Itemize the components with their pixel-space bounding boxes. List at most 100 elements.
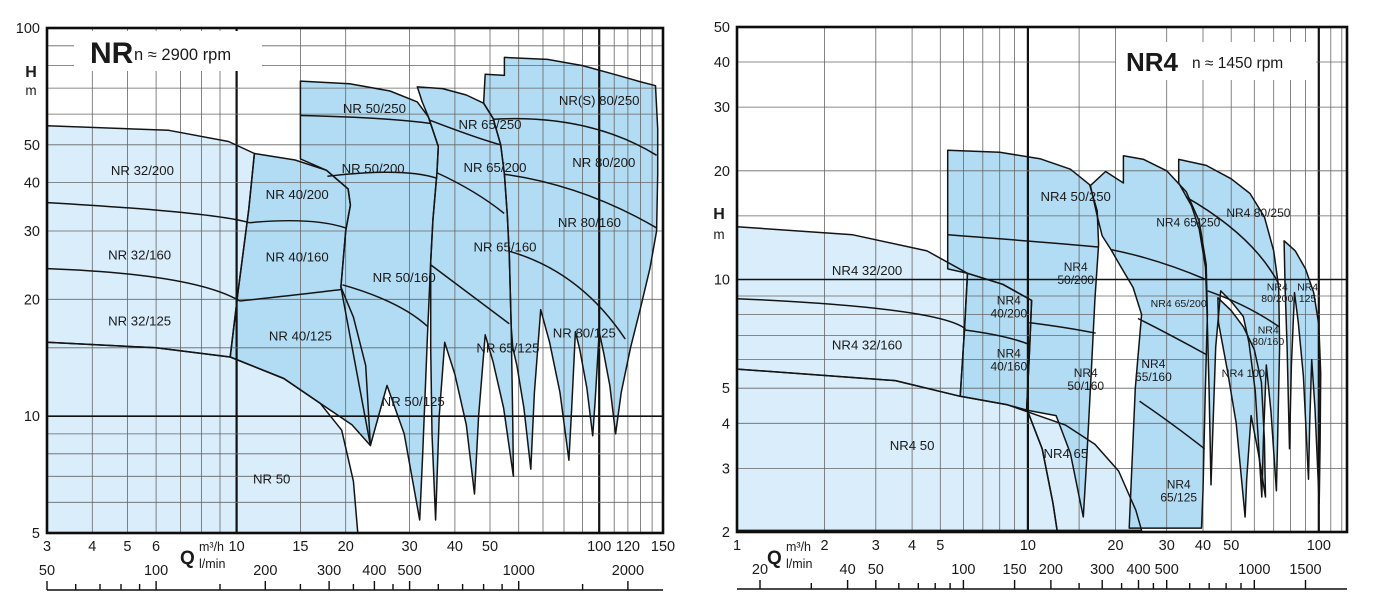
x-tick-lmin: 100	[144, 563, 168, 579]
region-nr4-65-family-fill	[1090, 155, 1208, 529]
divider-curve	[736, 297, 966, 330]
region-label: NR4 50/250	[1041, 189, 1111, 204]
divider-curve	[430, 264, 510, 325]
x-tick-lmin: 1500	[1289, 562, 1321, 578]
y-tick-label: 40	[714, 55, 730, 71]
x-tick-m3h: 6	[152, 539, 160, 555]
region-label: NR 65/200	[463, 160, 526, 175]
x-tick-lmin: 400	[362, 563, 386, 579]
divider-curve	[1185, 196, 1280, 285]
divider-curve	[504, 173, 658, 229]
y-tick-label: 2	[722, 525, 730, 541]
x-tick-m3h: 50	[482, 539, 498, 555]
chart-title: NR	[90, 37, 134, 70]
divider-curve	[1207, 290, 1280, 328]
region-label: NR4 100	[1222, 368, 1265, 380]
region-label: NR 40/125	[269, 329, 332, 344]
y-tick-label: 50	[24, 138, 40, 154]
divider-curve	[437, 172, 505, 214]
divider-curve	[342, 284, 429, 328]
x-tick-lmin: 50	[868, 562, 884, 578]
region-label: NR(S) 80/250	[559, 93, 640, 108]
region-label: NR4 80/200	[1261, 282, 1293, 305]
title-box	[1116, 42, 1316, 80]
x-tick-m3h: 5	[123, 539, 131, 555]
region-label: NR4 65	[1043, 446, 1088, 461]
y-tick-label: 40	[24, 176, 40, 192]
y-tick-label: 30	[24, 224, 40, 240]
x-tick-m3h: 30	[402, 539, 418, 555]
region-label: NR4 65/160	[1135, 357, 1172, 384]
region-nr4-50-family-outline	[946, 149, 1100, 518]
y-axis-symbol: H	[25, 64, 37, 81]
x-axis-symbol: Q	[767, 548, 782, 569]
x-tick-m3h: 10	[1020, 538, 1036, 554]
plot-border	[735, 25, 1349, 534]
divider-curve	[508, 250, 626, 340]
x-axis-symbol: Q	[180, 548, 195, 569]
region-nr4-80-family-outline	[1177, 158, 1281, 498]
region-label: NR 50	[253, 471, 290, 486]
region-label: NR 80/125	[553, 325, 616, 340]
x-tick-m3h: 20	[338, 539, 354, 555]
y-axis-unit: m	[25, 83, 36, 98]
divider-curve	[239, 288, 342, 302]
y-tick-label: 100	[16, 21, 40, 37]
x-tick-m3h: 3	[43, 539, 51, 555]
region-nr4-32-family-fill	[737, 226, 968, 397]
y-tick-label: 5	[32, 526, 40, 542]
region-nr-65-family-fill	[417, 86, 514, 521]
region-nr-50-family-fill	[300, 81, 439, 520]
region-label: NR4 65/200	[1151, 298, 1207, 310]
region-label: NR 80/200	[572, 155, 635, 170]
region-label: NR4 40/200	[990, 294, 1027, 321]
nr-chart: NR n ≈ 2900 rpm NR 32/200 NR 32/160 NR 32/12…	[16, 21, 675, 591]
region-label: NR4 50	[890, 438, 935, 453]
divider-curve	[1029, 321, 1096, 334]
divider-curve	[46, 201, 250, 224]
region-label: NR 32/125	[108, 314, 171, 329]
y-tick-label: 50	[714, 20, 730, 36]
divider-curve	[947, 234, 1099, 248]
divider-curve	[1137, 317, 1207, 356]
x-tick-m3h: 50	[1223, 538, 1239, 554]
x-tick-m3h: 120	[616, 539, 640, 555]
region-label: NR4 50/160	[1067, 366, 1104, 393]
divider-curve	[46, 267, 241, 302]
region-label: NR 80/160	[558, 215, 621, 230]
x-tick-lmin: 40	[840, 562, 856, 578]
region-label: NR4 65/125	[1160, 478, 1197, 505]
chart-title: NR4	[1126, 47, 1179, 77]
x-tick-m3h: 5	[936, 538, 944, 554]
region-label: NR 40/160	[266, 250, 329, 265]
x-axis-unit-m3h: m³/h	[786, 540, 811, 554]
x-tick-lmin: 1000	[1238, 562, 1270, 578]
region-label: NR4 65/250	[1156, 216, 1220, 230]
x-tick-lmin: 50	[39, 563, 55, 579]
region-label: NR4 40/160	[990, 346, 1027, 373]
region-nr4-40-family-fill	[960, 273, 1032, 411]
region-label: NR4 32/200	[832, 263, 902, 278]
region-nr4-65-family-outline	[1089, 155, 1209, 529]
region-label: NR 65/125	[476, 340, 539, 355]
region-nr4-65-outline	[1027, 411, 1143, 532]
y-tick-label: 30	[714, 100, 730, 116]
region-nr4-50-family-fill	[947, 150, 1099, 517]
nr4-chart: NR4 n ≈ 1450 rpm NR4 32/200 NR4 32/160 NR4 40…	[713, 20, 1349, 590]
region-label: NR 50/160	[373, 270, 436, 285]
x-tick-m3h: 3	[872, 538, 880, 554]
y-tick-label: 20	[714, 164, 730, 180]
y-tick-label: 3	[722, 461, 730, 477]
chart-subtitle: n ≈ 1450 rpm	[1192, 55, 1283, 72]
x-tick-lmin: 100	[951, 562, 975, 578]
x-tick-m3h: 100	[1307, 538, 1331, 554]
y-tick-label: 10	[24, 409, 40, 425]
title-box	[74, 31, 262, 71]
divider-curve	[1110, 248, 1207, 281]
region-label: NR 50/200	[342, 161, 405, 176]
x-tick-lmin: 300	[1090, 562, 1114, 578]
y-tick-label: 4	[722, 416, 730, 432]
x-tick-m3h: 150	[651, 539, 675, 555]
